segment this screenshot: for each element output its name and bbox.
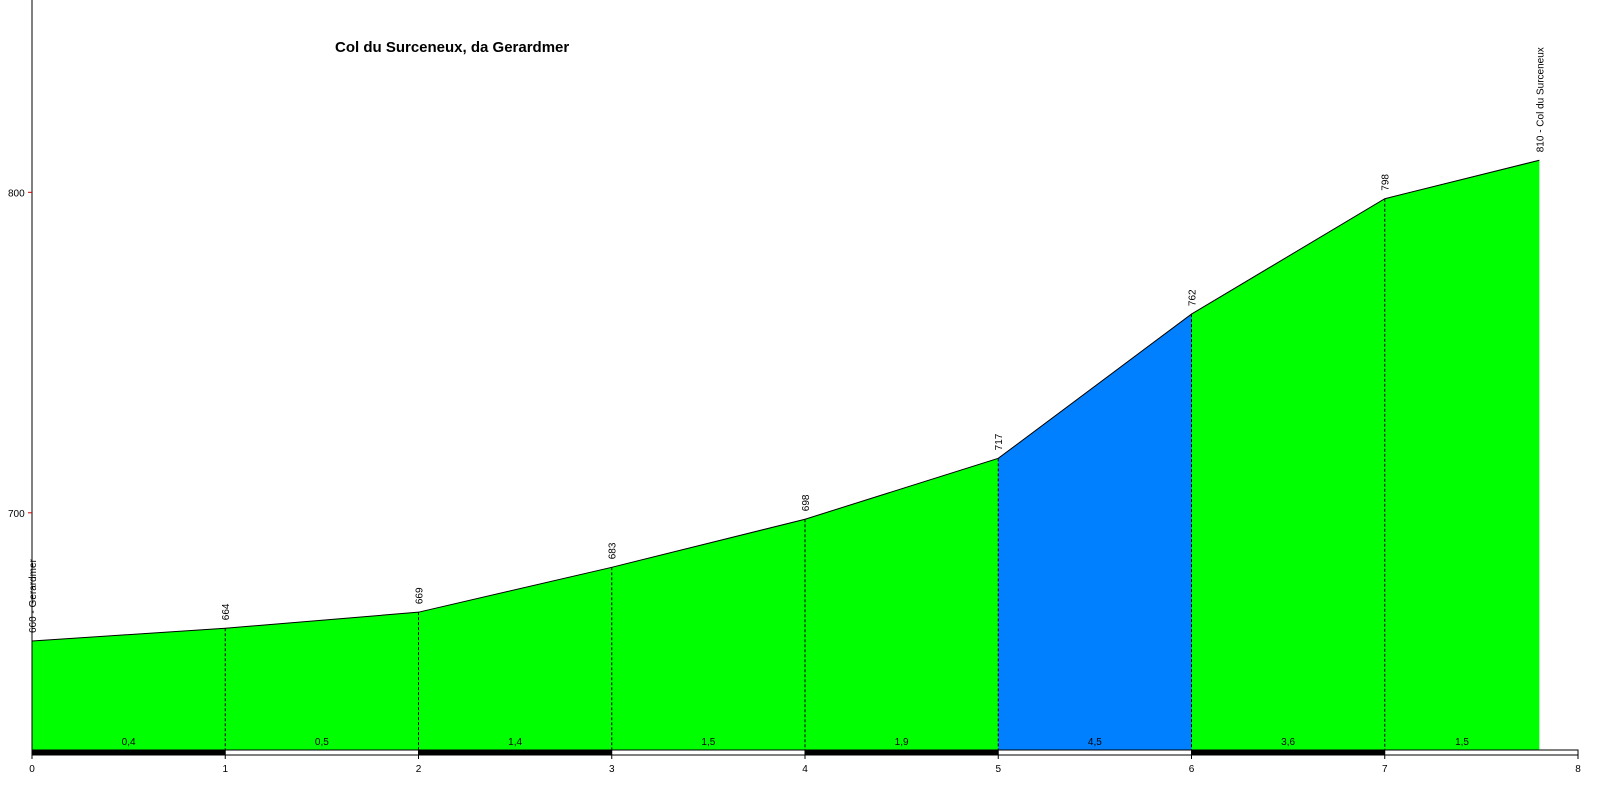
point-label: 664 [221,603,232,620]
x-tick-label: 6 [1189,764,1195,775]
gradient-label: 1,5 [701,737,715,748]
point-label: 683 [608,542,619,559]
profile-segment [1191,198,1385,750]
x-tick-label: 8 [1575,764,1581,775]
y-tick-label: 700 [8,509,25,520]
x-tick-label: 1 [222,764,228,775]
point-label: 660 - Gerardmer [28,558,39,633]
gradient-label: 3,6 [1281,737,1295,748]
x-tick-label: 4 [802,764,808,775]
point-label: 717 [994,433,1005,450]
profile-segment [418,567,612,750]
point-label: 810 - Col du Surceneux [1535,47,1546,152]
km-bar [997,749,1192,756]
x-tick-label: 0 [29,764,35,775]
point-label: 698 [801,494,812,511]
profile-segment [805,458,999,750]
gradient-label: 1,9 [895,737,909,748]
x-tick-label: 7 [1382,764,1388,775]
profile-segment [611,519,805,750]
gradient-label: 0,4 [122,737,136,748]
profile-segment [32,628,226,750]
km-bar [224,749,419,756]
km-bar [1191,749,1386,756]
km-bar [804,749,999,756]
km-bar [1384,749,1579,756]
point-label: 669 [415,587,426,604]
chart-title: Col du Surceneux, da Gerardmer [335,39,569,56]
km-bar [418,749,613,756]
km-bar [611,749,806,756]
x-tick-label: 3 [609,764,615,775]
y-tick-label: 800 [8,188,25,199]
profile-segment [225,612,419,750]
gradient-label: 1,5 [1455,737,1469,748]
gradient-label: 0,5 [315,737,329,748]
x-tick-label: 2 [416,764,422,775]
gradient-label: 4,5 [1088,737,1102,748]
point-label: 798 [1381,174,1392,191]
gradient-label: 1,4 [508,737,522,748]
km-bar [31,749,226,756]
profile-segment [998,314,1192,750]
profile-segment [1384,160,1540,750]
x-tick-label: 5 [995,764,1001,775]
point-label: 762 [1188,289,1199,306]
